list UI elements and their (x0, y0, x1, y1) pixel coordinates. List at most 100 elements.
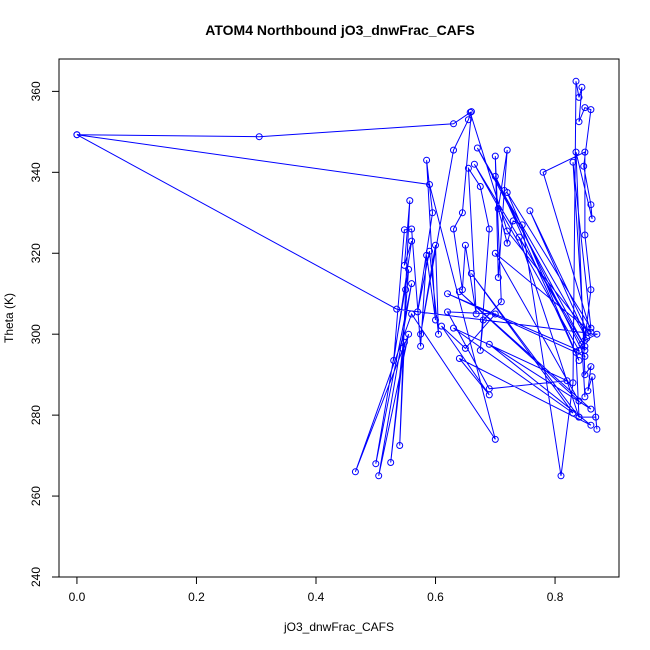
data-point (255, 133, 263, 141)
data-point (587, 363, 595, 371)
data-point (467, 270, 475, 277)
data-point (444, 308, 451, 316)
data-point (575, 93, 583, 101)
data-point (405, 330, 413, 338)
data-point (587, 201, 595, 209)
data-point (569, 379, 577, 387)
data-point (406, 197, 414, 205)
data-point (472, 310, 480, 318)
data-point (387, 459, 395, 466)
data-point (497, 298, 505, 306)
data-point (450, 120, 457, 128)
data-point (539, 168, 547, 176)
data-point (583, 334, 591, 342)
x-tick-label: 0.6 (427, 590, 444, 604)
data-point (485, 391, 493, 399)
x-axis-label: jO3_dnwFrac_CAFS (283, 620, 394, 634)
x-tick-label: 0.2 (188, 590, 205, 604)
data-point (491, 435, 499, 443)
data-point (464, 164, 472, 172)
chart-title: ATOM4 Northbound jO3_dnwFrac_CAFS (205, 22, 474, 38)
data-point (581, 104, 589, 112)
data-point (450, 225, 457, 233)
data-point (569, 409, 577, 417)
x-tick-label: 0.0 (69, 590, 86, 604)
data-point (587, 106, 595, 114)
data-point (450, 324, 457, 332)
data-point (587, 328, 595, 336)
data-point (494, 274, 502, 281)
data-point (435, 330, 442, 338)
data-point (390, 357, 398, 364)
data-point (466, 108, 474, 116)
data-point (351, 468, 359, 476)
data-point (455, 355, 463, 362)
data-point (593, 330, 601, 338)
data-point (572, 148, 580, 156)
data-point (575, 397, 583, 405)
data-point (563, 377, 571, 385)
data-point (479, 316, 487, 324)
data-point (575, 413, 583, 421)
series-group (73, 77, 601, 480)
data-point (417, 342, 425, 350)
y-tick-label: 300 (29, 324, 43, 344)
data-point (73, 131, 81, 139)
data-point (473, 144, 481, 152)
data-point (417, 330, 425, 338)
data-point (476, 346, 484, 354)
data-point (592, 413, 600, 421)
data-point (414, 308, 422, 316)
y-tick-label: 340 (29, 162, 43, 182)
y-tick-label: 260 (29, 486, 43, 506)
data-point (500, 187, 508, 194)
data-point (408, 280, 416, 288)
data-point (503, 227, 511, 235)
data-point (580, 162, 588, 170)
x-tick-label: 0.8 (547, 590, 564, 604)
data-point (372, 460, 380, 468)
x-axis: 0.0 0.2 0.4 0.6 0.8 (69, 577, 564, 604)
plot-frame (58, 58, 620, 578)
data-point (581, 148, 589, 156)
data-point (432, 241, 439, 249)
data-point (491, 172, 499, 180)
data-point (581, 346, 589, 354)
data-point (423, 156, 431, 164)
data-point (526, 207, 534, 215)
data-point (444, 290, 451, 298)
data-point (578, 83, 586, 91)
x-tick-label: 0.4 (308, 590, 325, 604)
data-point (399, 344, 407, 352)
data-point (518, 221, 526, 229)
data-point (515, 233, 523, 241)
data-point (572, 348, 580, 356)
data-point (375, 472, 383, 480)
data-point (485, 340, 493, 348)
data-point (503, 239, 511, 247)
data-point (426, 181, 433, 188)
data-point (587, 324, 595, 332)
data-point (581, 231, 589, 239)
data-point (467, 108, 475, 116)
data-point (588, 215, 596, 223)
data-point (588, 373, 596, 381)
data-point (584, 387, 592, 395)
data-point (485, 225, 493, 233)
data-point (509, 217, 517, 225)
data-point (575, 357, 583, 364)
data-point (400, 261, 408, 269)
y-axis: 240 260 280 300 320 340 360 (29, 81, 59, 587)
data-point (400, 338, 408, 346)
y-axis-label: Theta (K) (2, 293, 16, 343)
data-point (503, 146, 511, 154)
data-point (581, 371, 589, 379)
y-tick-label: 320 (29, 243, 43, 263)
data-point (464, 116, 472, 124)
data-point (432, 316, 439, 324)
data-point (581, 393, 589, 401)
series-line (76, 81, 599, 476)
data-point (402, 286, 410, 294)
data-point (408, 237, 416, 245)
data-point (438, 322, 445, 330)
